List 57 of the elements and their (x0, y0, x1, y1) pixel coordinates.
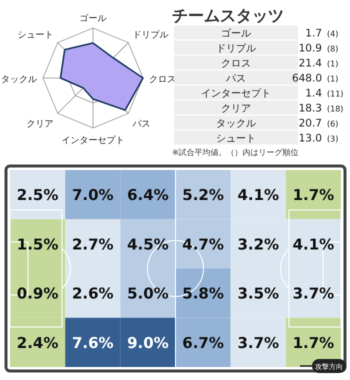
spoke-label: タックル (1, 75, 37, 85)
text: 13.0 (298, 132, 322, 144)
data-label: 4.7% (182, 235, 224, 254)
data-label: 4.1% (292, 235, 334, 254)
data-label: 4.5% (127, 235, 169, 254)
spoke-label: パス (132, 120, 151, 130)
category-label: ドリブル (216, 42, 256, 54)
text: (18) (327, 104, 344, 114)
text: 18.3 (298, 102, 322, 114)
data-label: 2.5% (16, 186, 58, 204)
data-label: 3.7% (292, 284, 334, 303)
category-label: シュート (216, 134, 256, 144)
category-label: タックル (216, 118, 256, 130)
data-label: 7.6% (72, 334, 114, 352)
data-label: 1.7% (292, 186, 334, 204)
data-label: 5.2% (182, 186, 224, 204)
category-label: パス (225, 74, 246, 84)
data-label: 2.4% (16, 334, 58, 352)
spoke-label: シュート (17, 30, 54, 40)
text: チームスタッツ (172, 6, 284, 25)
data-label: 5.0% (127, 284, 169, 303)
text: 21.4 (298, 58, 322, 70)
category-label: インターセプト (201, 88, 271, 100)
text: (1) (327, 60, 338, 68)
data-label: 5.8% (182, 284, 224, 303)
text: (6) (327, 120, 338, 128)
spoke-label: ゴール (80, 13, 106, 24)
text: 1.7 (305, 28, 322, 40)
category-label: ゴール (221, 28, 251, 40)
text: (8) (327, 44, 338, 54)
data-label: 6.7% (182, 334, 224, 352)
data-label: 7.0% (72, 186, 114, 204)
data-label: 1.5% (16, 235, 58, 254)
text: (3) (327, 134, 338, 144)
spoke-label: ドリブル (132, 29, 169, 40)
text: 20.7 (298, 118, 322, 130)
data-label: 1.7% (292, 334, 334, 352)
data-label: 4.1% (237, 186, 280, 204)
text: (4) (327, 30, 338, 38)
data-label: 3.7% (237, 334, 280, 352)
data-label: 9.0% (127, 334, 169, 352)
text: 648.0 (292, 72, 322, 84)
spoke-label: インターセプト (62, 135, 124, 146)
text: 10.9 (298, 42, 322, 54)
data-label: 2.7% (72, 235, 114, 254)
data-label: 2.6% (72, 284, 114, 303)
category-label: クリア (221, 104, 251, 114)
spoke-label: クリア (26, 120, 54, 130)
text: 1.4 (305, 88, 322, 100)
text: (1) (327, 74, 338, 84)
text: (11) (327, 90, 344, 98)
data-label: 6.4% (127, 186, 169, 204)
data-label: 3.2% (237, 235, 280, 254)
text: ※試合平均値。（）内はリーグ順位 (172, 148, 299, 157)
category-label: クロス (221, 58, 251, 70)
data-label: 3.5% (237, 284, 280, 303)
data-label: 0.9% (16, 284, 58, 303)
